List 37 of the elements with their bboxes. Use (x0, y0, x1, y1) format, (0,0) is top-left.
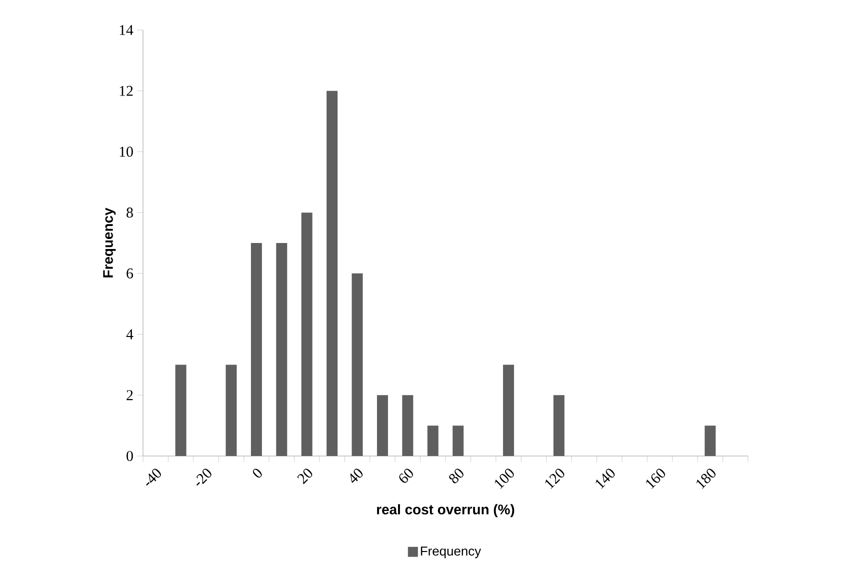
y-tick-label: 6 (126, 268, 134, 278)
bar (553, 395, 564, 456)
x-tick-label: -20 (196, 468, 212, 486)
y-tick-label: 8 (126, 208, 133, 218)
y-tick-label: 14 (120, 25, 134, 35)
bar (427, 426, 438, 456)
x-tick-label: 120 (545, 468, 564, 489)
bar (352, 273, 363, 456)
bar (175, 364, 186, 456)
legend-label: Frequency (420, 546, 482, 558)
x-axis-title: real cost overrun (%) (377, 504, 514, 518)
x-tick-label: -40 (146, 468, 161, 486)
x-tick-label: 180 (696, 468, 716, 489)
y-tick-label: 4 (126, 329, 134, 340)
x-tick-label: 40 (350, 468, 363, 483)
y-tick-label: 0 (126, 450, 133, 462)
bar (276, 242, 288, 456)
bar (402, 395, 414, 456)
y-tick-label: 12 (120, 86, 133, 96)
bar (326, 90, 338, 456)
bar (301, 212, 312, 456)
bar (376, 395, 388, 456)
x-tick-label: 60 (399, 468, 414, 483)
y-tick-label: 2 (126, 390, 133, 400)
x-tick-label: 140 (596, 468, 615, 489)
x-tick-label: 20 (297, 468, 312, 484)
bar (226, 364, 237, 456)
x-tick-label: 100 (494, 468, 514, 489)
bar (704, 426, 716, 456)
x-tick-label: 0 (252, 468, 262, 478)
y-tick-label: 10 (120, 146, 133, 157)
bar (250, 242, 262, 456)
bar (452, 426, 464, 456)
x-tick-label: 80 (449, 468, 464, 484)
bar (503, 364, 514, 456)
x-tick-label: 160 (646, 468, 666, 489)
y-axis-title: Frequency (103, 208, 116, 278)
